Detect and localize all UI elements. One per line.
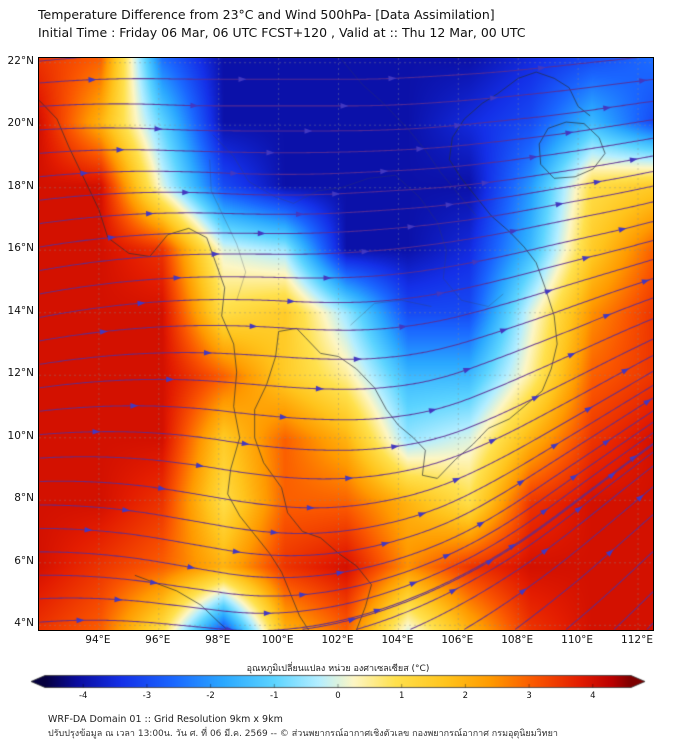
lon-tick-label: 102°E — [321, 634, 354, 646]
lon-tick-label: 106°E — [441, 634, 474, 646]
lat-tick-label: 8°N — [14, 492, 34, 505]
lat-tick-label: 20°N — [7, 117, 34, 130]
footer-domain-info: WRF-DA Domain 01 :: Grid Resolution 9km … — [48, 714, 283, 725]
colorbar-section: อุณหภูมิเปลี่ยนแปลง หน่วย องศาเซลเซียส (… — [0, 661, 676, 707]
lon-tick-label: 96°E — [145, 634, 171, 646]
colorbar-label: อุณหภูมิเปลี่ยนแปลง หน่วย องศาเซลเซียส (… — [246, 664, 430, 674]
header: Temperature Difference from 23°C and Win… — [38, 6, 526, 42]
colorbar-tick-label: -2 — [206, 691, 215, 701]
colorbar-tick-label: 0 — [335, 691, 341, 701]
map-title: Temperature Difference from 23°C and Win… — [38, 7, 495, 22]
colorbar-tick-label: -4 — [78, 691, 88, 701]
lat-tick-label: 18°N — [7, 179, 34, 192]
lat-tick-label: 10°N — [7, 429, 34, 442]
lon-tick-label: 110°E — [561, 634, 594, 646]
footer: WRF-DA Domain 01 :: Grid Resolution 9km … — [48, 712, 558, 742]
footer-update-info: ปรับปรุงข้อมูล ณ เวลา 13:00น. วัน ศ. ที่… — [48, 729, 558, 739]
colorbar-tick-label: 3 — [526, 691, 532, 701]
lat-tick-label: 16°N — [7, 242, 34, 255]
lon-tick-label: 108°E — [501, 634, 534, 646]
lon-tick-label: 112°E — [621, 634, 653, 646]
lon-tick-label: 100°E — [261, 634, 294, 646]
lat-tick-label: 6°N — [14, 554, 34, 567]
lat-tick-label: 14°N — [7, 304, 34, 317]
lat-tick-label: 4°N — [14, 617, 34, 630]
colorbar-tick-label: -3 — [142, 691, 152, 701]
colorbar-tick-label: -1 — [270, 691, 279, 701]
map-subtitle: Initial Time : Friday 06 Mar, 06 UTC FCS… — [38, 25, 526, 40]
lat-tick-label: 12°N — [7, 367, 34, 380]
lon-tick-label: 98°E — [205, 634, 231, 646]
lat-tick-label: 22°N — [7, 54, 34, 67]
map-plot-area: 22°N 20°N 18°N 16°N 14°N 12°N 10°N 8°N 6°N 4°N 94… — [0, 54, 676, 667]
colorbar — [30, 674, 646, 689]
colorbar-tick-label: 2 — [462, 691, 469, 701]
map-canvas — [38, 57, 654, 631]
colorbar-tick-label: 1 — [398, 691, 405, 701]
lon-tick-label: 94°E — [85, 634, 111, 646]
colorbar-tick-label: 4 — [590, 691, 596, 701]
lon-tick-label: 104°E — [381, 634, 414, 646]
